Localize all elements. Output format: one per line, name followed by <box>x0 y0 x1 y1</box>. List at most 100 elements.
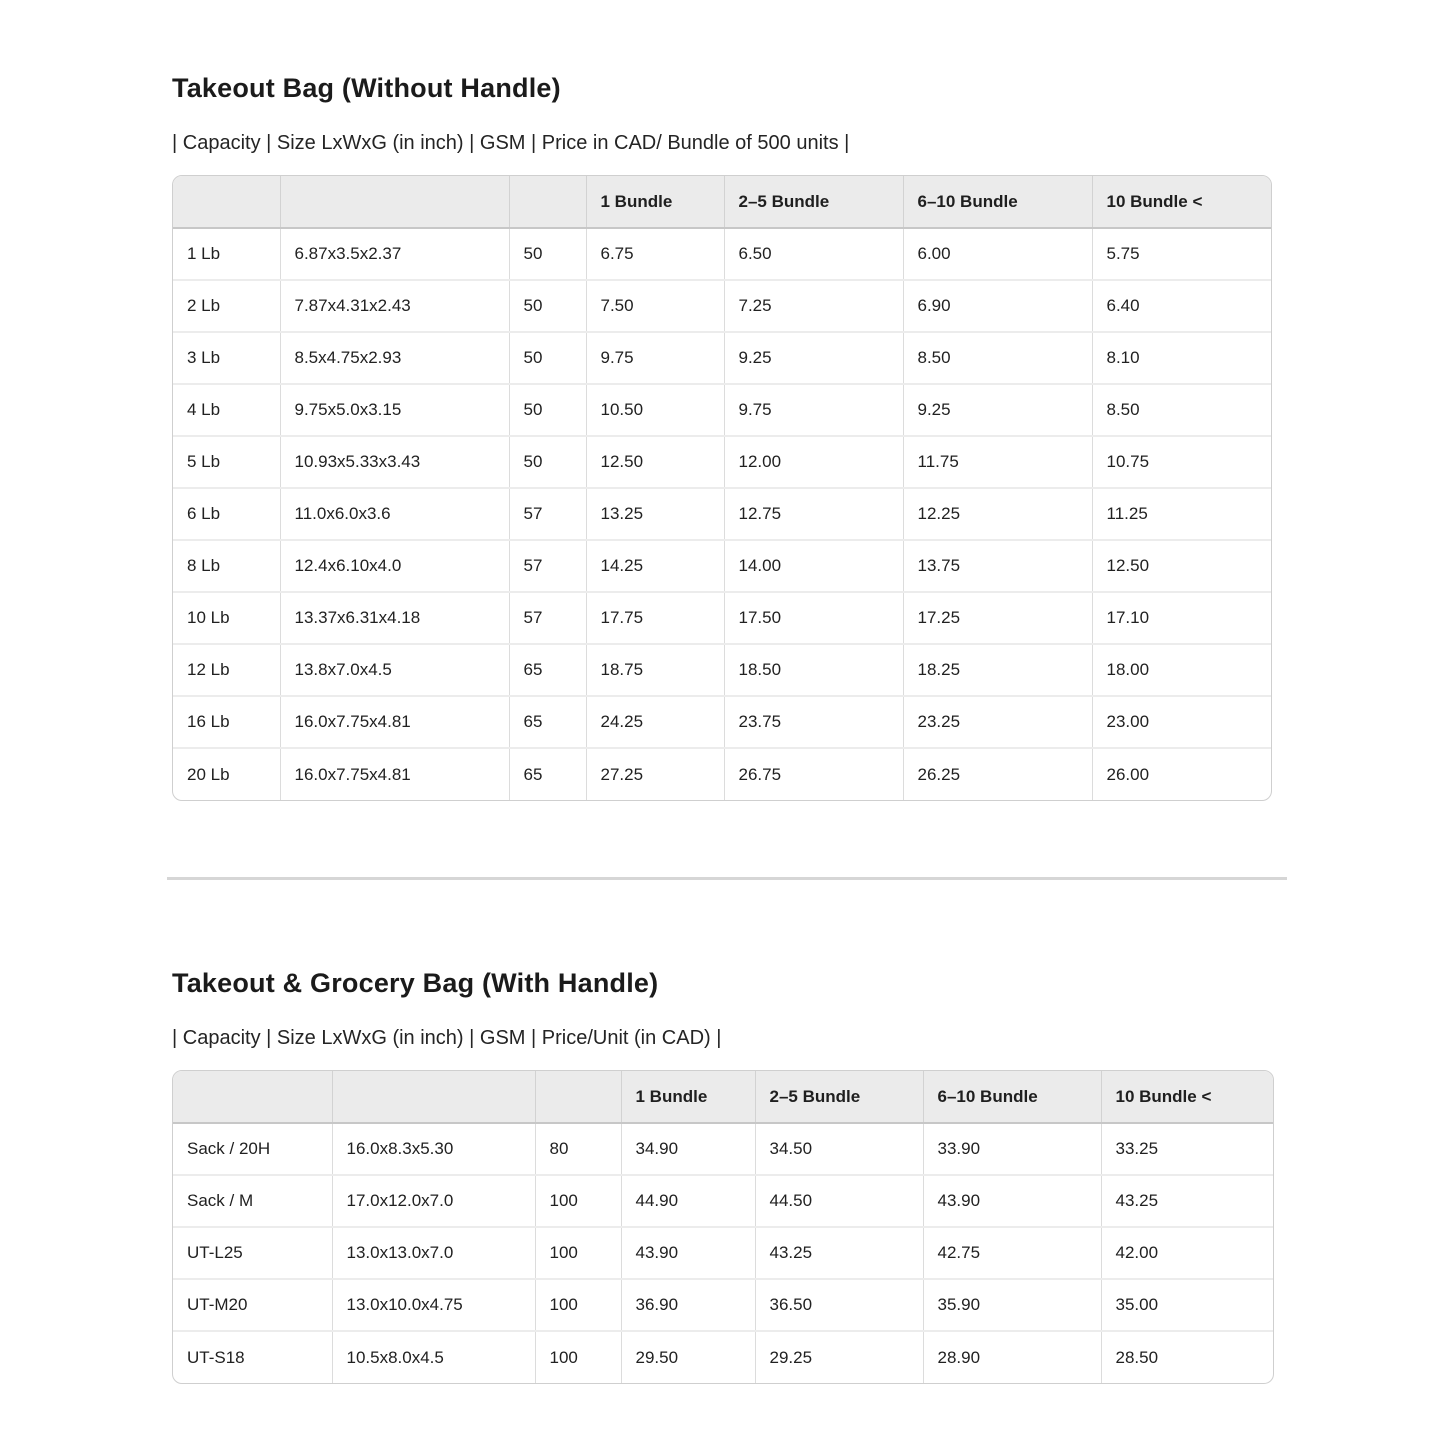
table-cell: 28.90 <box>923 1331 1102 1383</box>
table-row: 4 Lb 9.75x5.0x3.15 50 10.50 9.75 9.25 8.50 <box>173 384 1271 437</box>
table-cell: 2 Lb <box>173 280 281 333</box>
table-cell: 6.75 <box>586 228 725 281</box>
table-cell: 57 <box>509 592 587 645</box>
table-cell: 18.00 <box>1092 644 1271 697</box>
table-cell: 43.25 <box>1101 1175 1273 1228</box>
table-cell: 6 Lb <box>173 488 281 541</box>
table-cell: 100 <box>535 1331 622 1383</box>
table-row: 20 Lb 16.0x7.75x4.81 65 27.25 26.75 26.25 26.0… <box>173 748 1271 800</box>
table-cell: 10.93x5.33x3.43 <box>280 436 510 489</box>
table-cell: 11.25 <box>1092 488 1271 541</box>
table-cell: 50 <box>509 228 587 281</box>
pricing-table-container: 1 Bundle 2–5 Bundle 6–10 Bundle 10 Bundle <… <box>172 175 1272 801</box>
table-cell: 13.25 <box>586 488 725 541</box>
table-cell: 23.75 <box>724 696 904 749</box>
pricing-table-without-handle: 1 Bundle 2–5 Bundle 6–10 Bundle 10 Bundle <… <box>173 176 1271 800</box>
table-cell: 35.00 <box>1101 1279 1273 1332</box>
table-cell: 9.75x5.0x3.15 <box>280 384 510 437</box>
table-cell: 13.37x6.31x4.18 <box>280 592 510 645</box>
table-cell: 10.75 <box>1092 436 1271 489</box>
table-cell: 36.90 <box>621 1279 756 1332</box>
table-cell: 14.25 <box>586 540 725 593</box>
table-row: 3 Lb 8.5x4.75x2.93 50 9.75 9.25 8.50 8.10 <box>173 332 1271 385</box>
table-cell: 9.75 <box>724 384 904 437</box>
table-cell: 13.0x13.0x7.0 <box>332 1227 536 1280</box>
table-cell: 12.75 <box>724 488 904 541</box>
table-cell: 50 <box>509 436 587 489</box>
table-row: 10 Lb 13.37x6.31x4.18 57 17.75 17.50 17.25 17.… <box>173 592 1271 645</box>
column-header: 10 Bundle < <box>1101 1071 1273 1124</box>
table-cell: 18.25 <box>903 644 1093 697</box>
table-cell: Sack / M <box>173 1175 333 1228</box>
table-cell: 6.50 <box>724 228 904 281</box>
table-row: 12 Lb 13.8x7.0x4.5 65 18.75 18.50 18.25 18.00 <box>173 644 1271 697</box>
table-cell: 50 <box>509 280 587 333</box>
table-cell: UT-S18 <box>173 1331 333 1383</box>
table-cell: 13.75 <box>903 540 1093 593</box>
column-header <box>535 1071 622 1124</box>
table-cell: 42.75 <box>923 1227 1102 1280</box>
table-cell: 33.25 <box>1101 1123 1273 1176</box>
table-cell: 18.50 <box>724 644 904 697</box>
column-legend-text: | Capacity | Size LxWxG (in inch) | GSM … <box>172 132 850 154</box>
column-header <box>173 1071 333 1124</box>
table-cell: 26.75 <box>724 748 904 800</box>
table-cell: 35.90 <box>923 1279 1102 1332</box>
column-header: 10 Bundle < <box>1092 176 1271 229</box>
table-cell: 5.75 <box>1092 228 1271 281</box>
column-header: 6–10 Bundle <box>923 1071 1102 1124</box>
table-cell: 12.25 <box>903 488 1093 541</box>
column-header: 1 Bundle <box>586 176 725 229</box>
table-cell: 10.50 <box>586 384 725 437</box>
table-cell: 65 <box>509 644 587 697</box>
table-cell: 7.87x4.31x2.43 <box>280 280 510 333</box>
table-cell: 10.5x8.0x4.5 <box>332 1331 536 1383</box>
pricing-table-container: 1 Bundle 2–5 Bundle 6–10 Bundle 10 Bundle <… <box>172 1070 1274 1384</box>
table-cell: 8.50 <box>903 332 1093 385</box>
table-cell: 27.25 <box>586 748 725 800</box>
table-cell: 16.0x7.75x4.81 <box>280 696 510 749</box>
table-cell: 26.25 <box>903 748 1093 800</box>
table-cell: 17.50 <box>724 592 904 645</box>
table-row: UT-M20 13.0x10.0x4.75 100 36.90 36.50 35.90 35… <box>173 1279 1273 1332</box>
table-row: Sack / M 17.0x12.0x7.0 100 44.90 44.50 43.90 4… <box>173 1175 1273 1228</box>
column-header <box>280 176 510 229</box>
table-cell: 29.25 <box>755 1331 924 1383</box>
table-cell: 12.4x6.10x4.0 <box>280 540 510 593</box>
table-cell: 7.25 <box>724 280 904 333</box>
table-cell: 17.0x12.0x7.0 <box>332 1175 536 1228</box>
table-cell: 6.00 <box>903 228 1093 281</box>
table-cell: 24.25 <box>586 696 725 749</box>
table-cell: 12.50 <box>586 436 725 489</box>
table-cell: 44.90 <box>621 1175 756 1228</box>
table-cell: 34.50 <box>755 1123 924 1176</box>
table-cell: 100 <box>535 1227 622 1280</box>
table-cell: 17.10 <box>1092 592 1271 645</box>
table-cell: 43.90 <box>621 1227 756 1280</box>
page-title: Takeout Bag (Without Handle) <box>172 73 561 103</box>
table-cell: 23.00 <box>1092 696 1271 749</box>
column-header: 2–5 Bundle <box>755 1071 924 1124</box>
column-header: 1 Bundle <box>621 1071 756 1124</box>
table-cell: 6.87x3.5x2.37 <box>280 228 510 281</box>
table-header-row: 1 Bundle 2–5 Bundle 6–10 Bundle 10 Bundle < <box>173 1071 1273 1124</box>
table-cell: 1 Lb <box>173 228 281 281</box>
table-cell: 100 <box>535 1279 622 1332</box>
table-row: UT-L25 13.0x13.0x7.0 100 43.90 43.25 42.75 42.… <box>173 1227 1273 1280</box>
page-title: Takeout & Grocery Bag (With Handle) <box>172 968 659 998</box>
table-cell: 4 Lb <box>173 384 281 437</box>
table-cell: 8 Lb <box>173 540 281 593</box>
pricing-table-with-handle: 1 Bundle 2–5 Bundle 6–10 Bundle 10 Bundle <… <box>173 1071 1273 1383</box>
table-cell: 6.90 <box>903 280 1093 333</box>
column-header: 2–5 Bundle <box>724 176 904 229</box>
table-cell: 8.10 <box>1092 332 1271 385</box>
table-cell: UT-L25 <box>173 1227 333 1280</box>
table-cell: 65 <box>509 748 587 800</box>
table-cell: 13.0x10.0x4.75 <box>332 1279 536 1332</box>
table-cell: 100 <box>535 1175 622 1228</box>
table-cell: 9.25 <box>903 384 1093 437</box>
table-row: 16 Lb 16.0x7.75x4.81 65 24.25 23.75 23.25 23.0… <box>173 696 1271 749</box>
table-cell: 5 Lb <box>173 436 281 489</box>
table-row: 5 Lb 10.93x5.33x3.43 50 12.50 12.00 11.75 10.7… <box>173 436 1271 489</box>
table-cell: 28.50 <box>1115 1347 1159 1367</box>
